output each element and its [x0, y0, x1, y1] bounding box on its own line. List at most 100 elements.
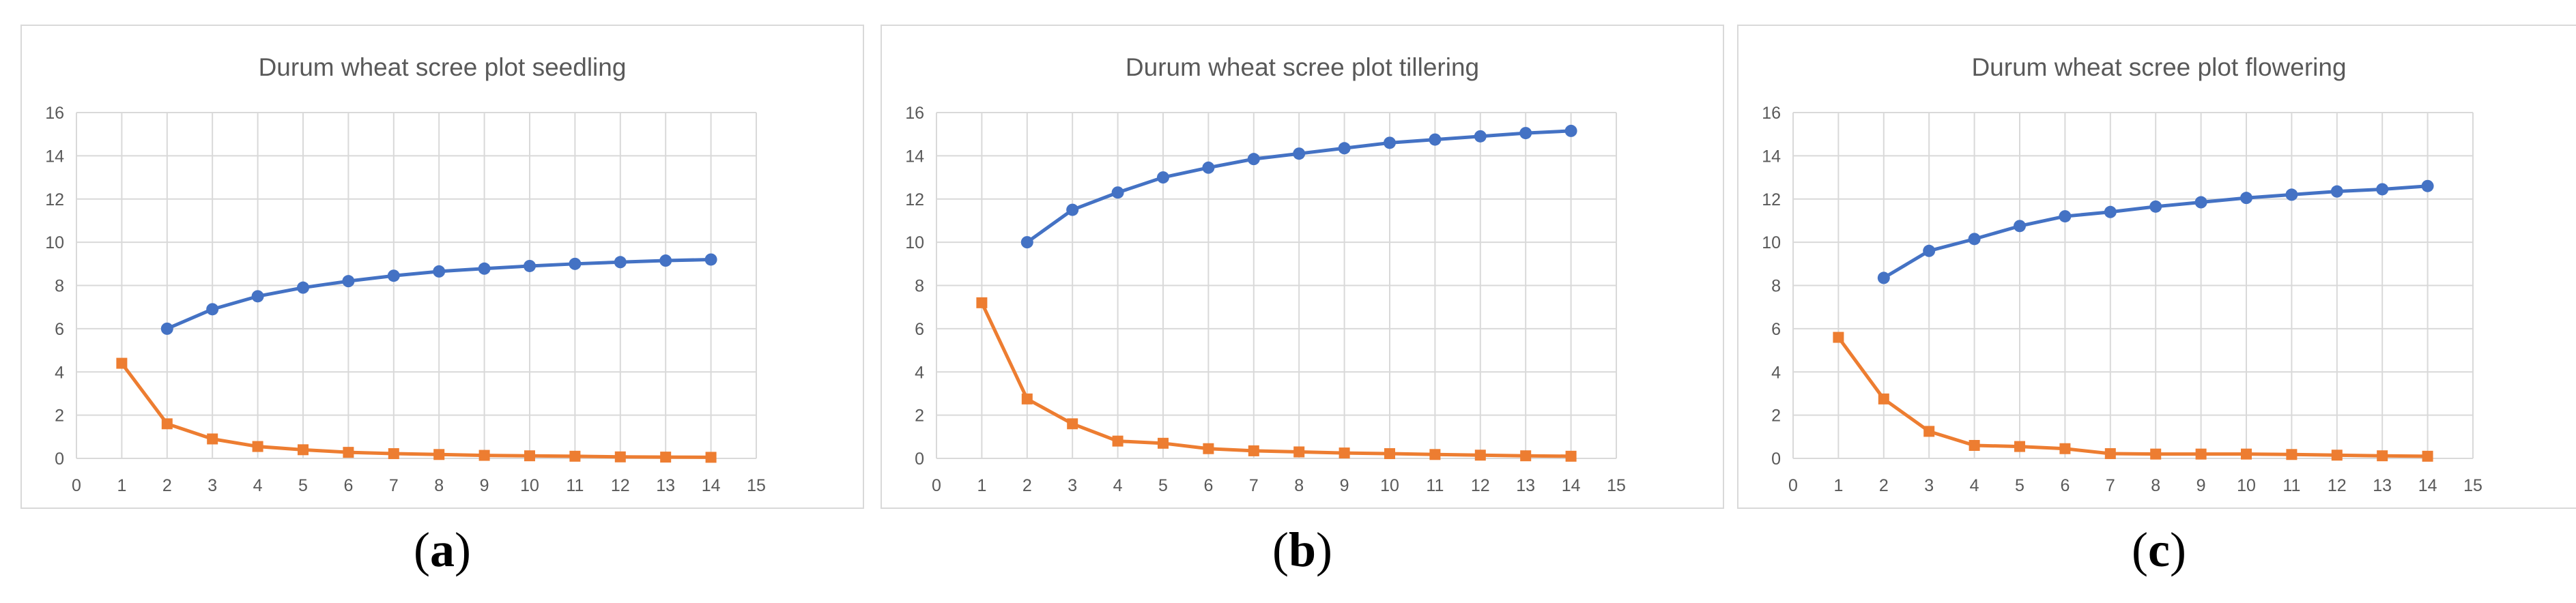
data-point-series1-b: [1020, 236, 1033, 249]
x-tick-label-b: 2: [1022, 476, 1032, 495]
data-point-series1-b: [1429, 133, 1442, 146]
data-point-series1-a: [342, 275, 355, 288]
data-point-series2-c: [2241, 448, 2252, 460]
x-tick-label-c: 7: [2106, 476, 2115, 495]
data-point-series2-b: [1067, 418, 1078, 430]
y-tick-label-a: 10: [45, 233, 64, 252]
data-point-series1-a: [614, 256, 627, 269]
x-tick-label-a: 10: [520, 476, 539, 495]
data-point-series2-b: [976, 297, 988, 308]
x-tick-label-a: 13: [656, 476, 675, 495]
x-tick-label-c: 15: [2463, 476, 2482, 495]
data-point-series2-b: [1158, 437, 1169, 449]
x-tick-label-a: 14: [702, 476, 721, 495]
x-tick-label-c: 1: [1833, 476, 1843, 495]
data-point-series1-c: [1968, 233, 1981, 246]
chart-title-c: Durum wheat scree plot flowering: [1971, 53, 2347, 81]
caption-letter-b: b: [1288, 523, 1317, 577]
x-tick-label-b: 10: [1380, 476, 1399, 495]
data-point-series1-b: [1519, 127, 1532, 140]
data-point-series2-a: [433, 449, 445, 460]
data-point-series2-a: [660, 452, 672, 463]
data-point-series1-a: [704, 253, 717, 266]
data-point-series1-a: [251, 290, 264, 303]
chart-panel-c: Durum wheat scree plot flowering 0 2 4 6 8 10…: [1737, 0, 2576, 603]
y-tick-label-a: 12: [45, 190, 64, 209]
data-point-series2-b: [1248, 445, 1259, 456]
data-point-series1-c: [2285, 188, 2298, 201]
data-point-series1-c: [1923, 244, 1936, 257]
data-point-series2-c: [2377, 450, 2388, 462]
x-tick-label-c: 12: [2328, 476, 2347, 495]
x-tick-label-a: 0: [72, 476, 81, 495]
chart-panel-a: Durum wheat scree plot seedling 0 2 4 6 8 10 1…: [20, 0, 864, 603]
data-point-series2-b: [1203, 443, 1214, 454]
data-point-series2-a: [705, 452, 717, 463]
y-tick-label-b: 8: [915, 277, 924, 296]
y-tick-label-c: 14: [1762, 147, 1781, 166]
x-tick-label-b: 6: [1203, 476, 1213, 495]
y-tick-label-b: 0: [915, 450, 924, 469]
data-point-series2-a: [614, 451, 626, 462]
data-point-series1-c: [2059, 210, 2072, 223]
x-tick-label-a: 8: [434, 476, 444, 495]
data-point-series2-c: [2422, 450, 2433, 462]
y-tick-label-a: 2: [55, 407, 64, 426]
data-point-series2-a: [478, 450, 490, 461]
y-tick-label-b: 16: [905, 104, 924, 123]
data-point-series2-b: [1520, 450, 1532, 462]
data-point-series1-a: [206, 303, 219, 316]
y-tick-label-c: 0: [1771, 450, 1781, 469]
data-point-series1-b: [1111, 186, 1124, 199]
data-point-series2-a: [524, 450, 535, 462]
y-tick-label-a: 16: [45, 104, 64, 123]
y-tick-label-a: 4: [55, 363, 64, 382]
data-point-series2-a: [343, 447, 354, 458]
x-tick-label-a: 3: [207, 476, 217, 495]
data-point-series1-a: [524, 259, 536, 272]
x-tick-label-a: 6: [343, 476, 353, 495]
x-tick-label-a: 1: [117, 476, 126, 495]
x-tick-label-a: 11: [566, 476, 584, 495]
x-tick-label-c: 14: [2418, 476, 2437, 495]
x-tick-label-b: 5: [1158, 476, 1168, 495]
caption-letter-a: a: [430, 523, 455, 577]
series-line-2-b: [980, 302, 1571, 458]
data-point-series2-a: [569, 450, 581, 462]
y-tick-label-b: 14: [905, 147, 924, 166]
series-line-2-c: [1837, 336, 2428, 458]
x-tick-label-c: 6: [2060, 476, 2070, 495]
caption-letter-c: c: [2148, 523, 2170, 577]
x-tick-label-a: 7: [389, 476, 399, 495]
chart-frame-a: Durum wheat scree plot seedling 0 2 4 6 8 10 1…: [20, 25, 864, 509]
x-tick-label-a: 4: [253, 476, 263, 495]
data-point-series1-b: [1338, 142, 1351, 155]
y-tick-label-a: 6: [55, 320, 64, 339]
y-tick-label-b: 4: [915, 363, 924, 382]
y-tick-label-c: 4: [1771, 363, 1781, 382]
data-point-series2-c: [1833, 332, 1844, 343]
data-point-series1-a: [433, 265, 446, 278]
data-point-series1-c: [2376, 183, 2389, 196]
chart-title-b: Durum wheat scree plot tillering: [1125, 53, 1480, 81]
y-tick-label-b: 6: [915, 320, 924, 339]
data-point-series2-c: [2150, 448, 2162, 460]
data-point-series2-a: [207, 433, 218, 445]
x-tick-label-a: 15: [747, 476, 766, 495]
x-tick-label-a: 12: [611, 476, 630, 495]
y-tick-label-b: 12: [905, 190, 924, 209]
y-tick-label-b: 10: [905, 233, 924, 252]
data-point-series1-c: [2240, 192, 2252, 205]
x-tick-label-c: 9: [2196, 476, 2206, 495]
y-tick-label-c: 8: [1771, 277, 1781, 296]
x-tick-label-a: 9: [480, 476, 489, 495]
data-point-series2-b: [1021, 393, 1033, 405]
x-tick-label-c: 2: [1879, 476, 1889, 495]
y-tick-label-b: 2: [915, 407, 924, 426]
data-point-series2-c: [1923, 426, 1935, 437]
data-point-series1-b: [1202, 161, 1215, 174]
y-tick-label-c: 6: [1771, 320, 1781, 339]
